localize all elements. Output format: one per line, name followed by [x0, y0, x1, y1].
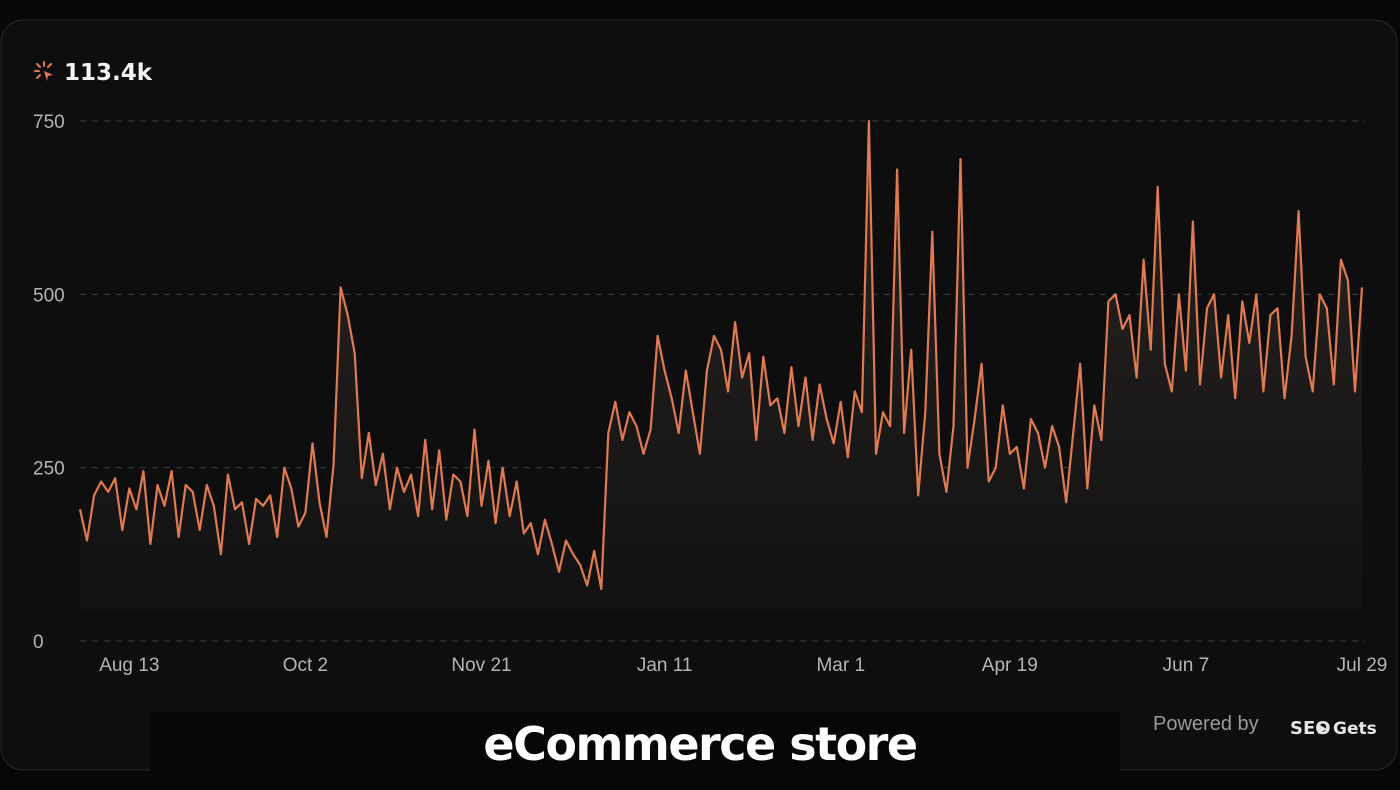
x-tick-label: Jul 29 [1337, 655, 1388, 676]
x-tick-label: Mar 1 [816, 655, 865, 676]
x-tick-label: Aug 13 [99, 655, 159, 676]
footer-text: Powered by [1153, 713, 1259, 735]
y-tick-label: 500 [33, 285, 65, 306]
y-tick-label: 250 [33, 459, 65, 480]
y-tick-label: 750 [33, 112, 65, 133]
x-tick-label: Jun 7 [1163, 655, 1209, 676]
x-tick-label: Apr 19 [982, 655, 1038, 676]
area-fill [80, 121, 1362, 610]
summary-icon [34, 61, 53, 81]
y-tick-label: 0 [33, 632, 44, 653]
line [78, 119, 1364, 591]
x-tick-label: Oct 2 [283, 655, 328, 676]
brand-part: SEO [1290, 718, 1331, 739]
brand-part: Gets [1333, 719, 1377, 739]
plot: 0 250 500 750 Aug 13 Oct 2 Nov 21 Jan 11 Mar 1 Ap… [33, 112, 1387, 676]
x-tick-label: Nov 21 [451, 655, 511, 676]
caption-backdrop [150, 712, 1120, 790]
caption: eCommerce store [483, 717, 916, 771]
brand-icon [1318, 724, 1327, 734]
x-tick-label: Jan 11 [637, 655, 693, 676]
summary-value: 113.4k [64, 60, 153, 86]
